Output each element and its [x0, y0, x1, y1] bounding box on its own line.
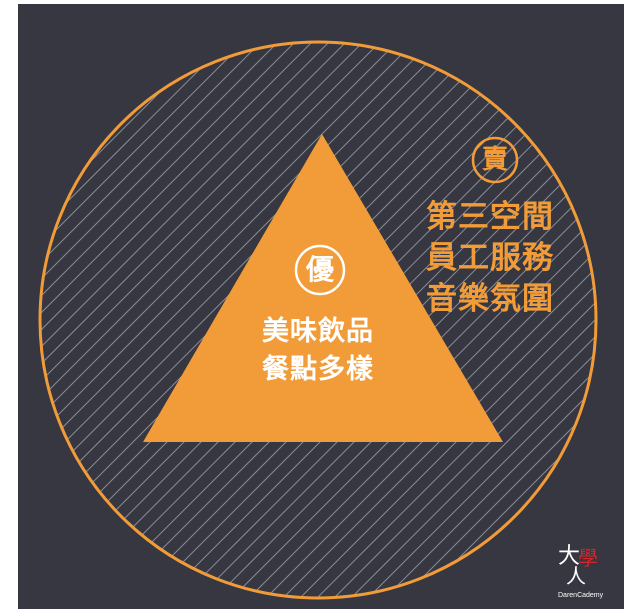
hatch-line	[265, 42, 596, 598]
logo-char-da: 大	[558, 544, 581, 569]
right-label-line-3: 音樂氛圍	[426, 281, 554, 317]
logo-char-ren: 人	[566, 564, 586, 588]
hatch-line	[571, 42, 596, 598]
hatch-line	[231, 42, 596, 598]
sell-badge-char: 賣	[481, 145, 508, 175]
hatch-line	[0, 0, 14, 616]
hatch-line	[40, 42, 372, 598]
hatch-line	[163, 42, 596, 598]
excel-badge-char: 優	[305, 253, 334, 286]
hatch-line	[40, 42, 270, 598]
hatch-line	[40, 42, 525, 598]
hatch-line	[129, 42, 596, 598]
hatch-line	[40, 42, 168, 598]
hatch-line	[623, 0, 640, 616]
center-label-line-2: 餐點多樣	[262, 354, 374, 385]
hatch-line	[40, 42, 355, 598]
hatch-line	[40, 42, 66, 598]
central-triangle	[143, 134, 503, 442]
hatch-line	[40, 42, 236, 598]
hatch-line	[282, 42, 596, 598]
hatch-line	[40, 42, 253, 598]
hatch-line	[40, 42, 117, 598]
hatch-line	[40, 42, 457, 598]
hatch-line	[146, 42, 596, 598]
right-label-line-2: 員工服務	[426, 240, 554, 276]
hatch-line	[40, 42, 338, 598]
hatch-line	[40, 42, 321, 598]
hatch-line	[180, 42, 596, 598]
hatch-line	[40, 42, 508, 598]
hatch-line	[40, 42, 423, 598]
right-label-text: 第三空間 員工服務 音樂氛圍	[426, 197, 554, 320]
hatch-line	[554, 42, 596, 598]
hatch-line	[214, 42, 596, 598]
right-label-line-1: 第三空間	[426, 199, 554, 235]
hatch-line	[40, 42, 134, 598]
hatch-line	[40, 42, 304, 598]
center-label-line-1: 美味飲品	[262, 316, 374, 347]
hatch-line	[40, 42, 219, 598]
hatch-line	[40, 42, 440, 598]
hatch-line	[40, 42, 491, 598]
hatch-line	[248, 42, 596, 598]
hatch-line	[40, 42, 474, 598]
hatch-line	[40, 42, 406, 598]
excel-badge-ring	[294, 244, 346, 296]
outer-circle	[38, 40, 598, 600]
center-label-text: 美味飲品 餐點多樣	[243, 313, 393, 389]
hatch-line	[40, 42, 389, 598]
hatch-line	[606, 0, 640, 616]
hatch-line	[40, 42, 542, 598]
daren-logo: 大 學 人 DarenCademy	[558, 546, 616, 606]
hatch-line	[197, 42, 596, 598]
hatch-line	[0, 0, 31, 616]
sell-badge-ring	[471, 136, 519, 184]
hatch-line	[40, 42, 100, 598]
logo-char-xue: 學	[578, 546, 598, 570]
logo-caption: DarenCademy	[558, 592, 604, 599]
hatch-line	[40, 42, 287, 598]
